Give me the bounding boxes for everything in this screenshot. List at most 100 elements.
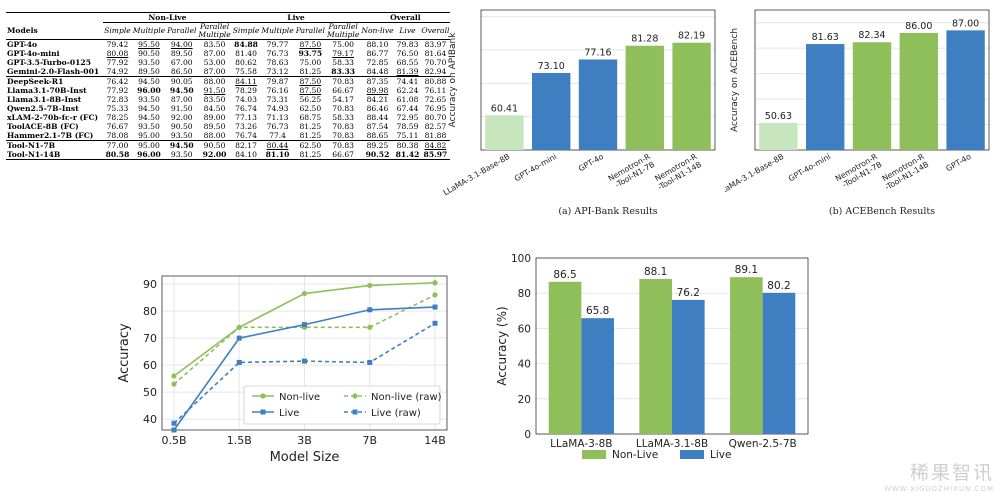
legend-label: Non-live (raw) — [371, 392, 442, 403]
score-cell: 79.42 — [103, 38, 132, 49]
acebench-bar-chart: 50.63 LLaMA-3.1-Base-8B 81.63 GPT-4o-mini 82… — [725, 9, 990, 217]
score-cell: 74.92 — [106, 66, 129, 76]
score-cell: 95.50 — [131, 38, 167, 49]
score-cell: 83.50 — [197, 38, 232, 49]
data-point — [432, 304, 438, 310]
x-tick-label: 1.5B — [227, 434, 252, 447]
score-cell: 82.94 — [424, 66, 447, 76]
column-header: Simple — [232, 26, 260, 36]
watermark-text: 稀果智讯 — [909, 462, 994, 484]
score-cell: 82.17 — [231, 139, 261, 150]
table-row: DeepSeek-R1 76.42 94.50 90.05 88.00 84.11 79.8… — [6, 75, 451, 86]
column-header-row: Models Simple Multiple Parallel Parallel Mu… — [6, 23, 450, 40]
score-cell: 72.85 — [366, 57, 389, 67]
data-point — [301, 290, 308, 297]
score-cell: 81.88 — [424, 130, 447, 140]
score-cell: 81.39 — [396, 66, 419, 76]
bar — [759, 122, 798, 150]
score-cell: 70.70 — [424, 57, 447, 67]
score-cell: 84.21 — [366, 94, 389, 104]
score-cell: 76.67 — [106, 121, 129, 131]
model-name-cell: GPT-3.5-Turbo-0125 — [7, 57, 91, 67]
score-cell: 75.00 — [325, 38, 361, 49]
table-row: Llama3.1-8B-Inst 72.83 93.50 87.00 83.50 74.0… — [6, 95, 450, 104]
score-cell: 90.52 — [360, 149, 395, 160]
score-cell: 66.67 — [332, 85, 354, 95]
bar-value-label: 82.34 — [858, 30, 885, 41]
score-cell: 78.63 — [266, 57, 289, 67]
score-cell: 89.25 — [360, 139, 395, 150]
table-row: GPT-3.5-Turbo-0125 77.92 93.50 67.00 53.00 80… — [6, 58, 450, 67]
score-cell: 75.58 — [235, 66, 257, 76]
bar — [806, 44, 845, 150]
score-cell: 94.00 — [166, 38, 198, 49]
bar-value-label: 73.10 — [538, 61, 565, 72]
score-cell: 88.00 — [203, 130, 226, 140]
score-cell: 68.75 — [299, 112, 322, 122]
column-header: Parallel Multiple — [198, 22, 231, 39]
score-cell: 96.00 — [137, 85, 161, 95]
legend-box — [243, 385, 441, 425]
legend-swatch — [582, 450, 606, 459]
y-tick-label: 50 — [143, 386, 157, 399]
y-axis-label: Accuracy on APIBank — [448, 32, 458, 128]
x-tick-label-line: LLaMA-3.1-Base-8B — [443, 152, 511, 197]
score-cell: 89.00 — [203, 112, 226, 122]
score-cell: 77.4 — [269, 130, 286, 140]
score-cell: 79.77 — [260, 38, 295, 49]
model-name-cell: DeepSeek-R1 — [6, 75, 104, 86]
table-row: GPT-4o 79.42 95.50 94.00 83.50 84.88 79.77 87.5… — [6, 38, 451, 49]
score-cell: 78.08 — [106, 130, 129, 140]
table-row: ToolACE-8B (FC) 76.67 93.50 90.50 89.50 73.26… — [6, 122, 450, 131]
x-tick-label-line: GPT-4o — [944, 152, 972, 174]
model-name-cell: ToolACE-8B (FC) — [7, 121, 79, 131]
score-cell: 94.50 — [138, 103, 160, 113]
group-header-nonlive: Non-Live — [103, 12, 232, 23]
plot-frame — [161, 275, 448, 431]
bar-value-label: 88.1 — [644, 266, 667, 278]
column-header: Simple — [104, 26, 131, 36]
group-header-row: Non-Live Live Overall — [6, 12, 451, 23]
y-tick-label: 40 — [143, 413, 157, 426]
x-tick-label: GPT-4o-mini — [513, 152, 558, 183]
y-tick-label: 60 — [518, 323, 531, 335]
chart-caption: (a) API-Bank Results — [558, 206, 657, 217]
bar — [581, 318, 614, 434]
model-name-cell: Hammer2.1-7B (FC) — [7, 130, 94, 140]
data-point — [236, 324, 242, 330]
model-name-cell: Tool-N1-7B — [6, 139, 104, 150]
score-cell: 88.00 — [197, 75, 232, 86]
score-cell: 87.00 — [203, 66, 226, 76]
bar — [625, 45, 664, 150]
data-point — [432, 280, 438, 286]
score-cell: 74.03 — [235, 94, 257, 104]
y-axis-label: Accuracy (%) — [495, 306, 509, 385]
data-point — [302, 322, 307, 328]
score-cell: 90.05 — [166, 75, 198, 86]
score-cell: 77.92 — [106, 85, 129, 95]
score-cell: 86.46 — [366, 103, 389, 113]
score-cell: 85.97 — [420, 149, 451, 160]
model-name-cell: Qwen2.5-7B-Inst — [7, 103, 79, 113]
x-tick-label: GPT-4o-mini — [787, 152, 832, 183]
x-tick-label: Nemotron-R-Tool-N1-14B — [879, 152, 931, 192]
column-header: Parallel — [167, 26, 197, 36]
y-tick-label: 80 — [518, 288, 531, 300]
score-cell: 54.17 — [332, 94, 354, 104]
score-cell: 77.00 — [103, 139, 132, 150]
score-cell: 58.33 — [332, 112, 354, 122]
score-cell: 74.93 — [266, 103, 289, 113]
model-name-cell: Tool-N1-14B — [6, 149, 104, 160]
score-cell: 70.83 — [332, 121, 354, 131]
y-tick-label: 20 — [518, 394, 531, 406]
legend-marker — [352, 409, 358, 415]
x-tick-label: 7B — [362, 434, 377, 447]
x-tick-label: LLaMA-3.1-Base-8B — [443, 152, 511, 197]
apibank-bar-chart: 60.41 LLaMA-3.1-Base-8B 73.10 GPT-4o-mini 77… — [443, 9, 716, 217]
x-tick-label-line: LLaMA-3.1-Base-8B — [725, 152, 785, 197]
score-cell: 92.00 — [170, 112, 193, 122]
table-row: Hammer2.1-7B (FC) 78.08 95.00 93.50 88.00 76.… — [6, 131, 450, 141]
score-cell: 78.29 — [235, 85, 257, 95]
data-point — [367, 324, 373, 330]
x-tick-label: GPT-4o — [944, 152, 972, 174]
